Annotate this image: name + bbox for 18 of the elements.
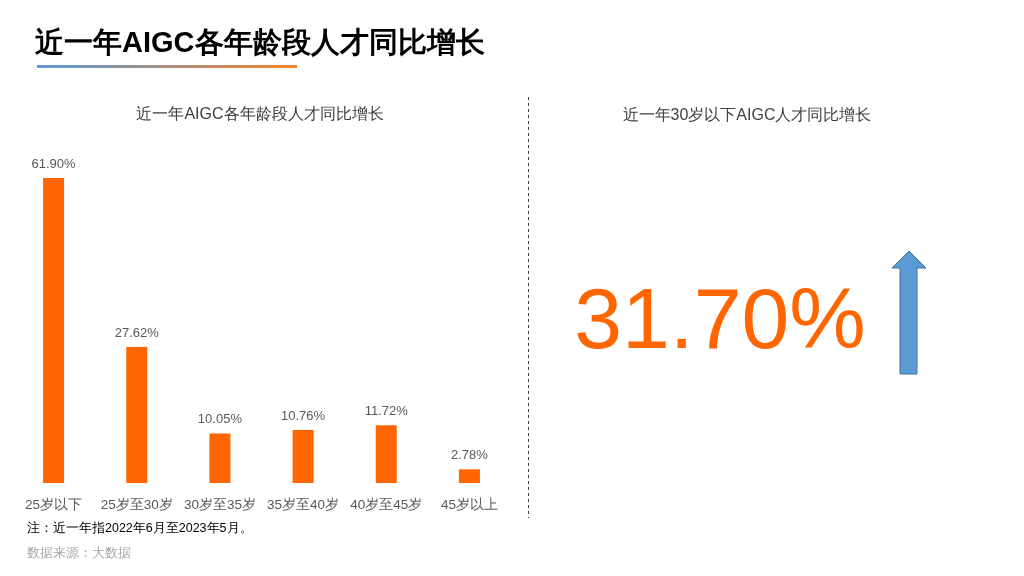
- x-tick-label: 25岁至30岁: [100, 497, 173, 512]
- data-label: 61.90%: [31, 156, 77, 171]
- source-note: 数据来源：大数据: [27, 546, 131, 560]
- x-tick-label: 45岁以上: [440, 497, 498, 512]
- chart-title: 近一年AIGC各年龄段人才同比增长: [35, 26, 485, 58]
- x-tick-label: 25岁以下: [25, 497, 83, 512]
- chart-subtitle: 近一年AIGC各年龄段人才同比增长: [136, 105, 384, 122]
- text: 近一年30岁以下AIGC人才同比增长: [622, 106, 872, 123]
- x-tick-label: 40岁至45岁: [350, 497, 423, 512]
- data-label: 2.78%: [450, 447, 489, 463]
- text: 31.70%: [574, 270, 866, 366]
- text: 注：近一年指2022年6月至2023年5月。: [27, 521, 253, 535]
- x-tick-label: 30岁至35岁: [183, 497, 256, 512]
- x-tick-label: 35岁至40岁: [267, 497, 340, 512]
- data-label: 10.76%: [281, 407, 326, 423]
- data-label: 27.62%: [114, 324, 160, 340]
- data-label: 11.72%: [364, 403, 409, 419]
- data-label: 10.05%: [197, 411, 243, 427]
